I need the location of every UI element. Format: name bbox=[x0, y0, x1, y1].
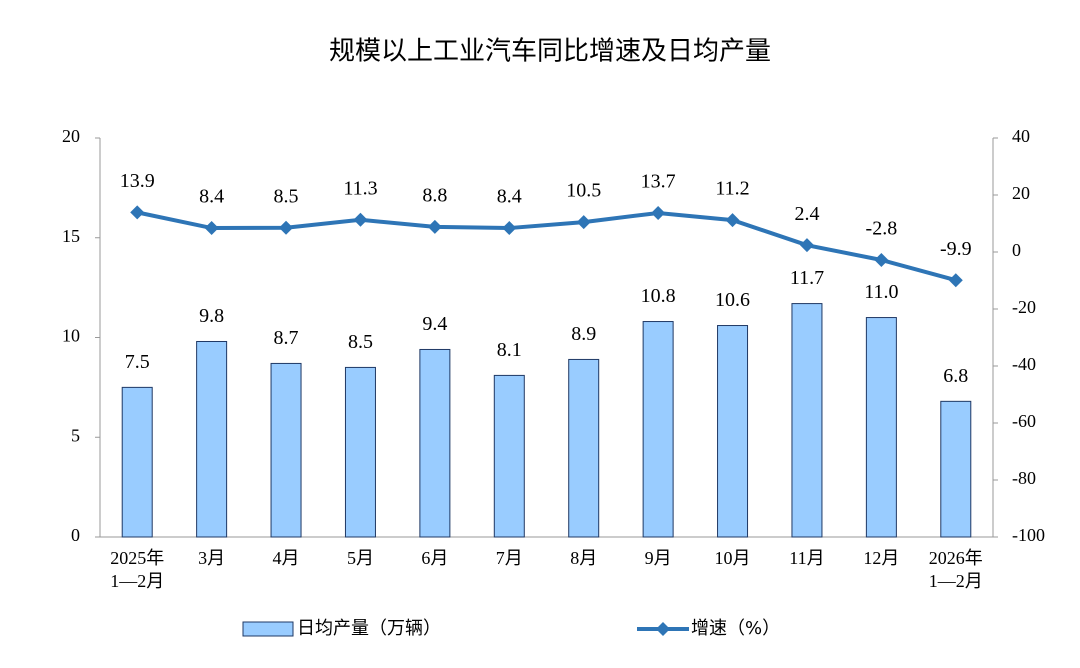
legend-label: 增速（%） bbox=[691, 618, 780, 639]
line-marker bbox=[576, 215, 591, 230]
line-marker bbox=[279, 220, 294, 235]
bar bbox=[717, 325, 749, 538]
x-tick-label: 2026年 1—2月 bbox=[929, 548, 983, 591]
bar-value-label: 8.9 bbox=[571, 323, 596, 345]
line-value-label: 2.4 bbox=[794, 203, 819, 225]
y-tick-label: 15 bbox=[62, 226, 80, 246]
bar-value-label: 8.7 bbox=[274, 327, 299, 349]
x-tick-label: 9月 bbox=[645, 548, 672, 568]
legend-marker bbox=[656, 622, 670, 636]
line-marker bbox=[353, 212, 368, 227]
y2-tick-label: 20 bbox=[1012, 183, 1030, 203]
line-marker bbox=[204, 221, 219, 236]
bar bbox=[344, 366, 376, 538]
bar-value-label: 10.8 bbox=[641, 285, 676, 307]
line-marker bbox=[725, 213, 740, 228]
bar-value-label: 7.5 bbox=[125, 351, 150, 373]
y-tick-label: 20 bbox=[62, 126, 80, 146]
bar bbox=[642, 321, 674, 538]
line-value-label: 8.8 bbox=[422, 185, 447, 207]
x-tick-label: 8月 bbox=[570, 548, 597, 568]
line-marker bbox=[651, 205, 666, 220]
bar-value-label: 10.6 bbox=[715, 289, 750, 311]
y2-tick-label: -100 bbox=[1012, 525, 1045, 545]
bar bbox=[865, 317, 897, 538]
bar-value-label: 6.8 bbox=[943, 365, 968, 387]
line-value-label: -2.8 bbox=[866, 218, 898, 240]
line-value-label: 11.2 bbox=[715, 178, 749, 200]
line-value-label: 8.4 bbox=[497, 186, 522, 208]
bar-value-label: 11.7 bbox=[790, 267, 824, 289]
line-value-label: 8.5 bbox=[274, 185, 299, 207]
x-tick-label: 4月 bbox=[273, 548, 300, 568]
line-value-label: 13.7 bbox=[641, 171, 676, 193]
line-value-label: 8.4 bbox=[199, 186, 224, 208]
line bbox=[136, 210, 957, 283]
line-value-label: -9.9 bbox=[940, 238, 972, 260]
line-marker bbox=[427, 219, 442, 234]
x-tick-label: 11月 bbox=[789, 548, 824, 568]
line-marker bbox=[130, 205, 145, 220]
line-value-label: 13.9 bbox=[120, 170, 155, 192]
line-marker bbox=[874, 252, 889, 267]
line-marker bbox=[948, 273, 963, 288]
line-value-label: 10.5 bbox=[566, 180, 601, 202]
x-tick-label: 12月 bbox=[863, 548, 899, 568]
y-tick-label: 5 bbox=[71, 425, 80, 445]
x-tick-label: 10月 bbox=[715, 548, 751, 568]
bar-value-label: 8.5 bbox=[348, 331, 373, 353]
bar bbox=[493, 374, 525, 538]
y2-tick-label: -60 bbox=[1012, 411, 1036, 431]
x-tick-label: 6月 bbox=[421, 548, 448, 568]
bar bbox=[940, 400, 972, 538]
bar bbox=[196, 340, 228, 538]
y2-tick-label: 40 bbox=[1012, 126, 1030, 146]
y2-tick-label: -40 bbox=[1012, 354, 1036, 374]
x-tick-label: 3月 bbox=[198, 548, 225, 568]
legend-label: 日均产量（万辆） bbox=[297, 618, 441, 639]
line-marker bbox=[799, 238, 814, 253]
bar-value-label: 11.0 bbox=[864, 281, 898, 303]
x-tick-label: 5月 bbox=[347, 548, 374, 568]
bar bbox=[568, 358, 600, 538]
y2-tick-label: -20 bbox=[1012, 297, 1036, 317]
bar bbox=[121, 386, 153, 538]
bar-value-label: 8.1 bbox=[497, 339, 522, 361]
bar-value-label: 9.8 bbox=[199, 305, 224, 327]
y2-tick-label: 0 bbox=[1012, 240, 1021, 260]
y-tick-label: 0 bbox=[71, 525, 80, 545]
bar-value-label: 9.4 bbox=[422, 313, 447, 335]
y2-tick-label: -80 bbox=[1012, 468, 1036, 488]
x-tick-label: 2025年 1—2月 bbox=[110, 548, 164, 591]
bar bbox=[419, 348, 451, 538]
bar bbox=[270, 362, 302, 538]
bar bbox=[791, 303, 823, 538]
line-marker bbox=[502, 221, 517, 236]
y-tick-label: 10 bbox=[62, 326, 80, 346]
chart-title: 规模以上工业汽车同比增速及日均产量 bbox=[329, 37, 771, 67]
x-tick-label: 7月 bbox=[496, 548, 523, 568]
line-value-label: 11.3 bbox=[343, 177, 377, 199]
legend-swatch bbox=[242, 621, 294, 637]
